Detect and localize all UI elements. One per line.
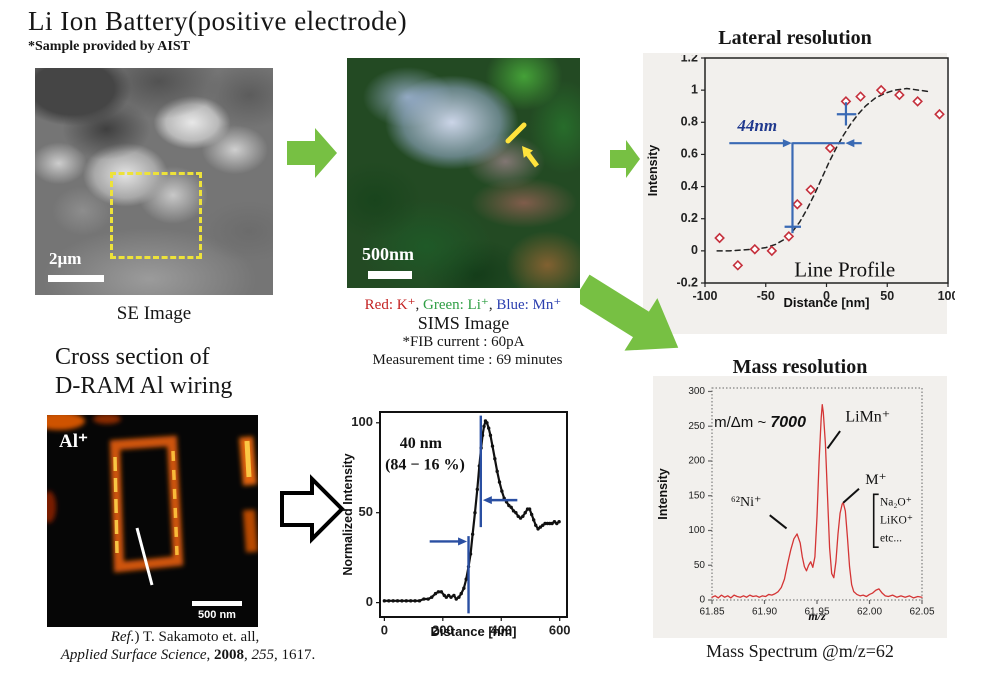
flow-arrow-al-to-profile-icon — [280, 474, 345, 544]
sims-yellow-arrow-shaft — [526, 152, 539, 168]
legend-blue: Blue: Mn⁺ — [496, 297, 562, 313]
svg-text:61.85: 61.85 — [699, 606, 724, 617]
lateral-resolution-panel — [643, 53, 947, 334]
lateral-resolution-title: Lateral resolution — [718, 27, 872, 49]
sims-yellow-arrow-head — [522, 146, 533, 158]
svg-text:0.4: 0.4 — [681, 179, 698, 193]
svg-text:etc...: etc... — [880, 532, 902, 544]
al-wiring-hot-spots — [113, 440, 252, 556]
flow-arrow-sims-to-mass-icon — [580, 274, 679, 351]
svg-text:100: 100 — [938, 289, 955, 303]
reference-line2: Applied Surface Science, 2008, 255, 1617… — [60, 647, 316, 663]
sims-marker-overlay — [505, 122, 539, 168]
svg-text:0: 0 — [699, 595, 705, 606]
se-scalebar — [48, 275, 104, 282]
al-line-profile-chart: 0 200 400 600 0 50 100 Distance [nm] Normalized … — [342, 411, 571, 639]
svg-text:400: 400 — [490, 623, 512, 638]
sims-color-image: 500nm — [347, 58, 580, 288]
svg-text:0: 0 — [366, 594, 373, 609]
svg-text:0: 0 — [691, 243, 698, 257]
svg-text:50: 50 — [359, 504, 373, 519]
al-profile-line-marker — [135, 527, 154, 586]
svg-text:Na₂O⁺: Na₂O⁺ — [880, 496, 912, 508]
al-sims-image: Al⁺ 500 nm — [47, 415, 258, 627]
sims-image-caption: SIMS Image — [417, 313, 510, 333]
al-image-label: Al⁺ — [59, 431, 88, 452]
se-image-caption: SE Image — [116, 303, 192, 324]
svg-text:0.6: 0.6 — [681, 147, 698, 161]
se-scalebar-label: 2µm — [49, 249, 82, 268]
svg-text:200: 200 — [432, 623, 454, 638]
svg-text:-50: -50 — [757, 289, 775, 303]
svg-text:LiKO⁺: LiKO⁺ — [880, 514, 913, 526]
mass-spectrum-chart: 61.85 61.90 61.95 62.00 62.05 0 50 100 150 200 250… — [656, 386, 935, 623]
svg-text:m/z: m/z — [808, 609, 826, 623]
svg-text:1: 1 — [691, 82, 698, 96]
cross-section-title-line1: Cross section of — [55, 344, 210, 370]
flow-arrow-sims-to-lateral-icon — [610, 140, 640, 178]
svg-text:62.00: 62.00 — [857, 606, 882, 617]
svg-text:m/Δm ~ 7000: m/Δm ~ 7000 — [714, 414, 806, 431]
svg-text:62.05: 62.05 — [909, 606, 934, 617]
page-subtitle: *Sample provided by AIST — [28, 39, 190, 54]
mass-spectrum-caption: Mass Spectrum @m/z=62 — [706, 641, 894, 661]
lateral-resolution-chart: -100 -50 0 50 100 -0.2 0 0.2 0.4 0.6 0.8 1 1.2 Distan… — [646, 55, 955, 310]
svg-text:300: 300 — [688, 386, 705, 397]
svg-text:200: 200 — [688, 456, 705, 467]
svg-text:0: 0 — [823, 289, 830, 303]
al-scalebar-label: 500 nm — [198, 609, 236, 621]
svg-text:M⁺: M⁺ — [865, 472, 886, 488]
sims-color-legend: Red: K⁺, Green: Li⁺, Blue: Mn⁺ — [364, 297, 562, 313]
svg-text:50: 50 — [880, 289, 894, 303]
svg-text:40 nm: 40 nm — [400, 435, 443, 452]
flow-arrow-se-to-sims-icon — [287, 128, 337, 178]
svg-text:250: 250 — [688, 421, 705, 432]
measurement-time-note: Measurement time : 69 minutes — [372, 352, 563, 368]
svg-text:Normalized Intensity: Normalized Intensity — [342, 453, 355, 575]
mass-resolution-title: Mass resolution — [732, 356, 868, 378]
legend-green: Green: Li⁺ — [423, 297, 489, 313]
svg-text:0.2: 0.2 — [681, 211, 698, 225]
svg-text:Intensity: Intensity — [656, 468, 670, 519]
svg-text:Intensity: Intensity — [646, 145, 660, 196]
svg-text:0.8: 0.8 — [681, 115, 698, 129]
svg-text:150: 150 — [688, 490, 705, 501]
svg-text:Distance [nm]: Distance [nm] — [784, 295, 870, 310]
cross-section-title-line2: D-RAM Al wiring — [55, 373, 233, 399]
reference-line1: Ref.) T. Sakamoto et. all, — [110, 629, 260, 645]
svg-text:44nm: 44nm — [736, 116, 777, 135]
svg-text:50: 50 — [694, 560, 706, 571]
roi-dashed-box — [110, 172, 202, 259]
al-scalebar — [192, 601, 242, 606]
svg-text:(84 − 16 %): (84 − 16 %) — [385, 457, 465, 474]
svg-text:600: 600 — [549, 623, 571, 638]
sims-yellow-line-marker — [505, 122, 527, 144]
svg-text:-100: -100 — [692, 289, 717, 303]
svg-text:100: 100 — [351, 414, 373, 429]
svg-text:⁶²Ni⁺: ⁶²Ni⁺ — [731, 495, 761, 510]
svg-text:61.95: 61.95 — [804, 606, 829, 617]
mass-resolution-panel — [653, 376, 947, 638]
sims-scalebar-label: 500nm — [362, 244, 415, 264]
fib-current-note: *FIB current : 60pA — [402, 334, 525, 350]
svg-text:100: 100 — [688, 525, 705, 536]
svg-text:61.90: 61.90 — [752, 606, 777, 617]
sims-scalebar — [368, 271, 412, 279]
svg-text:LiMn⁺: LiMn⁺ — [845, 409, 890, 426]
page-title: Li Ion Battery(positive electrode) — [28, 6, 408, 36]
se-sem-image: 2µm — [35, 68, 273, 295]
svg-text:-0.2: -0.2 — [676, 275, 698, 289]
legend-red: Red: K⁺ — [364, 297, 416, 313]
svg-text:Distance [nm]: Distance [nm] — [431, 624, 517, 639]
svg-text:Line Profile: Line Profile — [794, 258, 895, 282]
svg-text:1.2: 1.2 — [681, 55, 698, 64]
svg-text:0: 0 — [381, 623, 388, 638]
